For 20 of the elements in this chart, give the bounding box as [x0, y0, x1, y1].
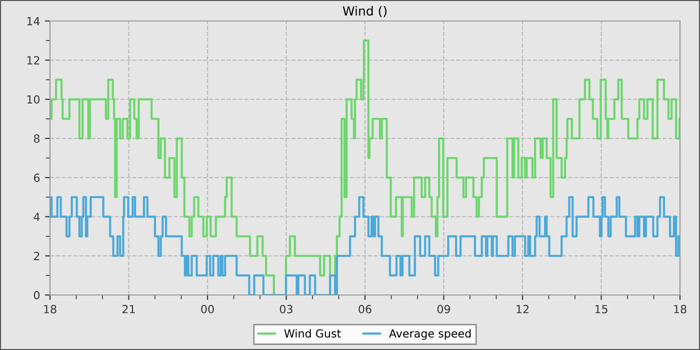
y-tick-label: 2 — [34, 252, 40, 260]
x-tick-label: 06 — [358, 304, 372, 314]
x-tick-label: 15 — [595, 305, 608, 314]
legend-label: Wind Gust — [284, 329, 341, 338]
y-tick-label: 14 — [27, 17, 40, 26]
x-tick-label: 03 — [280, 304, 292, 314]
x-tick-label: 09 — [437, 304, 450, 314]
legend-label: Average speed — [389, 329, 471, 340]
y-tick-label: 10 — [27, 95, 40, 104]
x-tick-label: 00 — [201, 304, 214, 314]
y-tick-label: 12 — [27, 56, 40, 64]
y-tick-label: 4 — [34, 212, 40, 221]
x-tick-label: 21 — [122, 304, 135, 314]
x-tick-label: 18 — [44, 304, 56, 314]
x-tick-label: 12 — [516, 304, 528, 314]
chart-title: Wind () — [342, 6, 386, 18]
y-tick-label: 8 — [34, 134, 40, 143]
x-tick-label: 18 — [674, 304, 686, 314]
y-tick-label: 6 — [34, 174, 40, 182]
y-tick-label: 0 — [34, 290, 40, 300]
